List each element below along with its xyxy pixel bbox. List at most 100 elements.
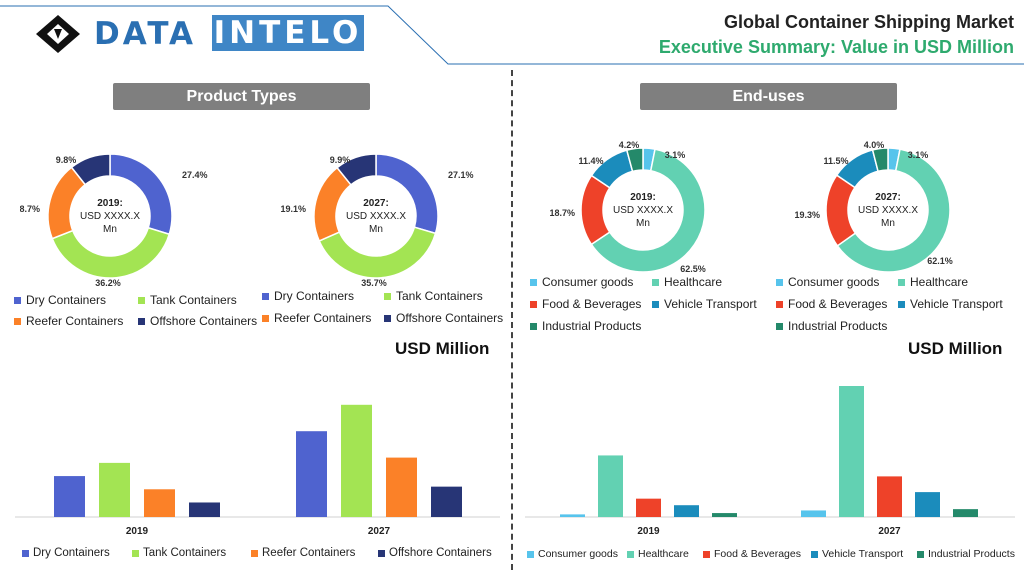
donut-slice-dry-containers	[109, 153, 173, 236]
legend-item-consumer-goods: Consumer goods	[530, 275, 633, 289]
donut-chart-enduse-2019: 3.1% 62.5% 18.7% 11.4% 4.2% 2019: USD XXXX.X Mn	[549, 140, 706, 274]
legend-swatch	[384, 292, 391, 300]
report-title: Global Container Shipping Market	[723, 12, 1014, 32]
donut-legend-product-2027: Dry Containers Tank Containers Reefer Co…	[262, 289, 507, 329]
x-tick-label-2027: 2027	[878, 526, 901, 537]
bar-chart-end-uses: 2019 2027	[525, 386, 1015, 537]
donut-center-label: Mn	[369, 224, 383, 235]
legend-swatch	[22, 549, 29, 557]
donut-center-label: USD XXXX.X	[80, 211, 140, 222]
donut-value-label-vehicle-transport: 11.4%	[578, 156, 603, 166]
bar-tank-containers-2019	[99, 462, 130, 517]
legend-item-offshore-containers: Offshore Containers	[378, 547, 492, 559]
bar-reefer-containers-2019	[144, 489, 175, 517]
legend-label: Food & Beverages	[714, 548, 801, 560]
legend-label: Industrial Products	[788, 319, 888, 333]
usd-million-label-left: USD Million	[395, 339, 490, 358]
legend-item-reefer-containers: Reefer Containers	[14, 314, 123, 328]
donut-value-label-industrial-products: 4.0%	[864, 140, 885, 150]
donut-value-label-offshore-containers: 9.9%	[330, 155, 351, 165]
legend-swatch	[652, 300, 659, 308]
donut-center-label: 2027:	[363, 198, 389, 209]
legend-item-dry-containers: Dry Containers	[14, 293, 106, 307]
legend-swatch	[262, 314, 269, 322]
legend-item-offshore-containers: Offshore Containers	[384, 311, 503, 325]
x-tick-label-2027: 2027	[368, 526, 391, 537]
donut-value-label-industrial-products: 4.2%	[619, 140, 640, 150]
legend-label: Healthcare	[638, 548, 689, 560]
donut-value-label-food-beverages: 18.7%	[549, 208, 575, 218]
legend-swatch	[384, 314, 391, 322]
x-tick-label-2019: 2019	[126, 526, 149, 537]
legend-item-offshore-containers: Offshore Containers	[138, 314, 257, 328]
donut-value-label-vehicle-transport: 11.5%	[823, 156, 848, 166]
legend-label: Dry Containers	[26, 293, 107, 307]
bar-vehicle-transport-2027	[915, 492, 940, 517]
legend-item-industrial-products: Industrial Products	[776, 319, 887, 333]
legend-label: Reefer Containers	[274, 311, 372, 325]
donut-center-label: Mn	[103, 224, 117, 235]
legend-item-tank-containers: Tank Containers	[384, 289, 483, 303]
donut-center-label: 2019:	[630, 192, 656, 203]
donut-value-label-tank-containers: 36.2%	[95, 278, 121, 288]
donut-value-label-consumer-goods: 3.1%	[665, 150, 686, 160]
legend-item-vehicle-transport: Vehicle Transport	[811, 548, 903, 560]
bar-offshore-containers-2027	[431, 486, 462, 517]
legend-item-industrial-products: Industrial Products	[917, 548, 1015, 560]
section-title-end-uses: End-uses	[640, 83, 897, 110]
logo: DATA INTELO	[28, 12, 364, 56]
donut-value-label-offshore-containers: 9.8%	[56, 155, 77, 165]
donut-chart-product-2027: 27.1% 35.7% 19.1% 9.9% 2027: USD XXXX.X Mn	[280, 153, 474, 288]
legend-swatch	[811, 550, 818, 558]
donut-center-label: 2027:	[875, 192, 901, 203]
logo-text-data: DATA	[94, 16, 197, 52]
bar-food-beverages-2019	[636, 498, 661, 517]
legend-item-tank-containers: Tank Containers	[138, 293, 237, 307]
legend-swatch	[917, 550, 924, 558]
legend-swatch	[776, 278, 783, 286]
legend-swatch	[627, 550, 634, 558]
legend-swatch	[530, 300, 537, 308]
bar-consumer-goods-2027	[801, 510, 826, 517]
legend-item-vehicle-transport: Vehicle Transport	[898, 297, 1003, 311]
legend-swatch	[652, 278, 659, 286]
report-subtitle: Executive Summary: Value in USD Million	[658, 37, 1014, 57]
donut-value-label-healthcare: 62.1%	[927, 256, 953, 266]
legend-label: Tank Containers	[143, 547, 227, 559]
donut-chart-product-2019: 27.4% 36.2% 18.7% 9.8% 2019: USD XXXX.X Mn	[20, 153, 208, 288]
legend-label: Tank Containers	[396, 289, 483, 303]
bar-food-beverages-2027	[877, 476, 902, 517]
logo-diamond-icon	[36, 15, 80, 53]
donut-slice-tank-containers	[318, 226, 437, 279]
legend-label: Healthcare	[664, 275, 723, 289]
legend-label: Vehicle Transport	[910, 297, 1003, 311]
donut-value-label-tank-containers: 35.7%	[361, 278, 387, 288]
bar-dry-containers-2019	[54, 476, 85, 517]
donut-center-label: Mn	[636, 218, 650, 229]
bar-reefer-containers-2027	[386, 457, 417, 517]
donut-slice-offshore-containers	[70, 153, 111, 186]
legend-label: Reefer Containers	[262, 547, 356, 559]
donut-value-label-reefer-containers: 19.1%	[280, 204, 306, 214]
section-title-product-types: Product Types	[113, 83, 370, 110]
donut-slice-food-beverages	[580, 174, 611, 246]
legend-label: Consumer goods	[542, 275, 634, 289]
legend-item-reefer-containers: Reefer Containers	[251, 547, 355, 559]
donut-value-label-dry-containers: 27.4%	[182, 170, 208, 180]
legend-label: Food & Beverages	[788, 297, 888, 311]
legend-label: Food & Beverages	[542, 297, 642, 311]
donut-value-label-food-beverages: 19.3%	[794, 210, 820, 220]
legend-label: Dry Containers	[274, 289, 355, 303]
legend-label: Dry Containers	[33, 547, 110, 559]
legend-item-dry-containers: Dry Containers	[22, 547, 110, 559]
donut-slice-healthcare	[590, 148, 706, 273]
legend-swatch	[776, 322, 783, 330]
legend-swatch	[530, 322, 537, 330]
legend-item-consumer-goods: Consumer goods	[527, 548, 618, 560]
donut-legend-product-2019: Dry Containers Tank Containers Reefer Co…	[14, 293, 264, 333]
donut-center-label: USD XXXX.X	[346, 211, 406, 222]
legend-swatch	[262, 292, 269, 300]
donut-value-label-dry-containers: 27.1%	[448, 170, 474, 180]
legend-label: Vehicle Transport	[664, 297, 757, 311]
legend-label: Healthcare	[910, 275, 969, 289]
